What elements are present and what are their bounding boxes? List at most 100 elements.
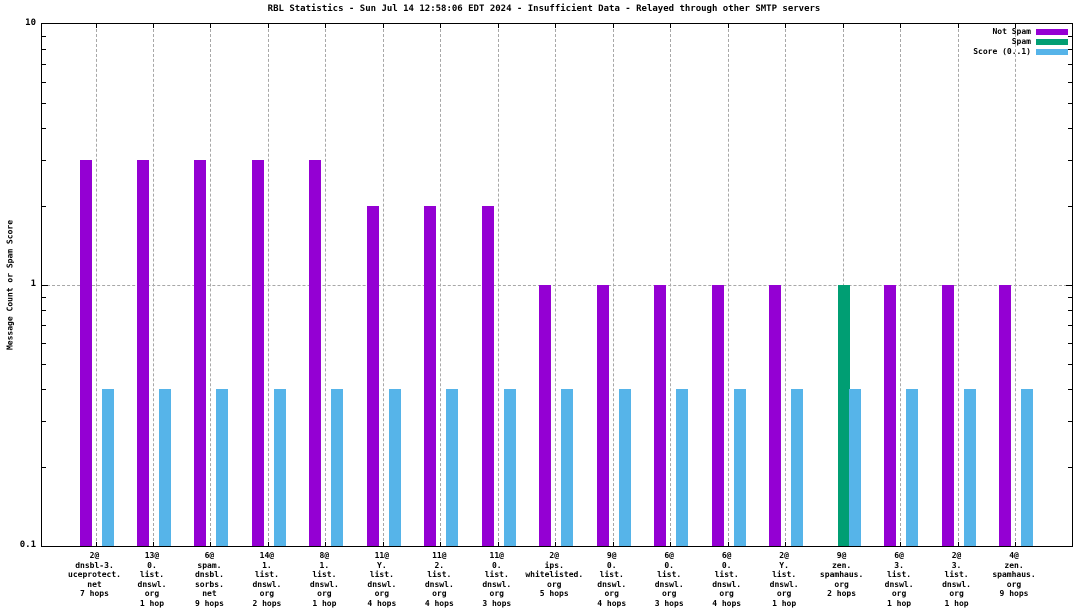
x-tick-mark [727,542,729,546]
y-minor-tick [42,296,46,298]
x-tick-label-line: org [259,589,275,598]
x-tick-mark [95,24,97,28]
y-minor-tick [1068,310,1072,312]
not-spam-bar [366,206,379,546]
y-minor-tick [1068,206,1072,208]
y-minor-tick [1068,388,1072,390]
x-tick-mark [325,24,327,28]
x-tick-label-line: 1 hop [944,598,969,608]
not-spam-bar [251,160,264,546]
x-tick-mark [267,542,269,546]
x-tick-label: 2@ 3. list. dnswl. org 1 hop [942,551,971,608]
score-bar [331,388,344,546]
score-bar [906,388,919,546]
x-tick-label-line: dnswl. [367,579,397,589]
score-bar [388,388,401,546]
x-tick-label-line: org [834,579,849,589]
not-spam-bar [481,206,494,546]
x-tick-label: 8@ 1. list. dnswl. org 1 hop [310,551,339,608]
x-tick-mark [727,24,729,28]
x-tick-mark [210,24,212,28]
x-tick-mark [555,542,557,546]
x-tick-label-line: Y. [779,560,789,570]
x-tick-label-line: net [87,579,102,589]
x-tick-label-line: 0. [491,560,502,570]
x-tick-label-line: list. [139,570,165,579]
y-tick-label: 10 [25,18,36,28]
x-tick-label-line: dnsbl-3. [75,560,114,570]
x-tick-label: 11@ 0. list. dnswl. org 3 hops [482,551,511,608]
score-bar [273,388,286,546]
x-tick-label: 14@ 1. list. dnswl. org 2 hops [252,551,281,608]
x-tick-label-line: 0. [664,560,674,570]
x-tick-label-line: 4 hops [712,598,742,608]
y-minor-tick [42,310,46,312]
x-tick-mark [1015,24,1017,28]
legend-label: Score (0..1) [973,46,1031,56]
y-minor-tick [1068,363,1072,365]
y-minor-tick [42,127,46,129]
y-minor-tick [1068,127,1072,129]
x-tick-label-line: spamhaus. [819,570,864,579]
x-tick-label-line: dnswl. [424,579,454,589]
x-tick-label-line: 3. [951,560,962,570]
y-minor-tick [1068,296,1072,298]
x-tick-label-line: dnswl. [942,579,971,589]
x-tick-label-line: 2@ [89,551,100,560]
x-tick-label-line: 3 hops [654,598,684,608]
x-tick-label: 6@ 0. list. dnswl. org 4 hops [712,551,741,608]
x-tick-mark [152,24,154,28]
x-tick-label-line: org [604,589,619,598]
x-tick-label-line: org [776,589,792,598]
legend-label: Spam [1011,36,1031,46]
x-tick-label-line: 2 hops [827,589,857,598]
legend-item: Spam [973,36,1068,46]
y-major-tick [42,285,48,286]
x-tick-label-line: 9@ [606,551,617,560]
x-tick-mark [267,24,269,28]
x-tick-mark [555,24,557,28]
legend-item: Not Spam [973,27,1068,35]
x-tick-label: 11@ Y. list. dnswl. org 4 hops [367,551,396,608]
chart-title: RBL Statistics - Sun Jul 14 12:58:06 EDT… [267,4,821,14]
x-tick-label-line: list. [944,570,969,579]
y-minor-tick [42,102,46,104]
x-tick-label-line: 1 hop [887,598,912,608]
x-tick-label: 13@ 0. list. dnswl. org 1 hop [138,551,167,608]
x-tick-label-line: 1 hop [312,598,337,608]
y-minor-tick [1068,421,1072,423]
not-spam-bar [79,160,92,546]
score-bar [1021,388,1034,546]
x-tick-mark [210,542,212,546]
y-minor-tick [42,388,46,390]
x-tick-mark [670,542,672,546]
score-bar [618,388,631,546]
not-spam-bar [999,285,1012,546]
x-tick-mark [440,24,442,28]
x-tick-label-line: 4 hops [424,598,454,608]
x-tick-label-line: org [374,589,390,598]
x-tick-mark [900,24,902,28]
score-bar [791,388,804,546]
x-tick-label-line: 6@ [721,551,732,560]
x-tick-label-line: spam. [197,560,222,570]
score-bar [446,388,459,546]
x-tick-label-line: 11@ [432,551,447,560]
y-minor-tick [1068,81,1072,83]
x-tick-label: 6@ spam. dnsbl. sorbs. net 9 hops [195,551,224,608]
score-bar [733,388,746,546]
x-tick-label: 6@ 0. list. dnswl. org 3 hops [655,551,684,608]
x-tick-label-line: dnswl. [482,579,512,589]
x-tick-mark [957,542,959,546]
x-tick-mark [900,542,902,546]
x-tick-label-line: dnswl. [309,579,339,589]
not-spam-bar [194,160,207,546]
x-tick-label: 9@ zen. spamhaus. org 2 hops [820,551,863,599]
x-tick-label-line: net [202,589,217,598]
x-tick-label-line: dnswl. [137,579,167,589]
x-tick-label-line: 9@ [836,551,847,560]
x-tick-mark [497,24,499,28]
x-tick-mark [842,24,844,28]
x-tick-label-line: org [719,589,734,598]
